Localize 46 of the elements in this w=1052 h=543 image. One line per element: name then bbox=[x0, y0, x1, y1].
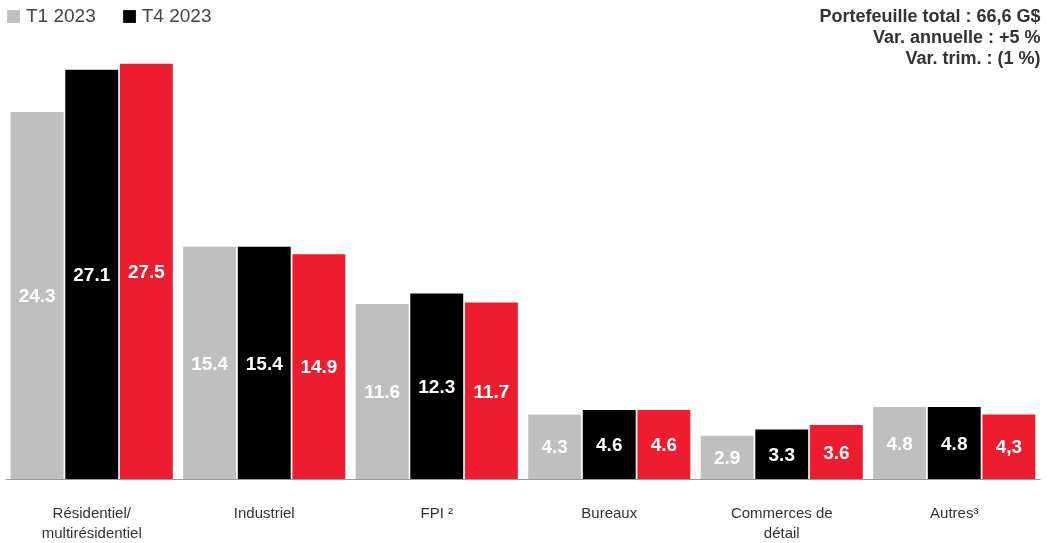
bar bbox=[355, 304, 409, 480]
data-label: 4.3 bbox=[541, 436, 568, 458]
bar bbox=[755, 429, 809, 480]
legend-label: T4 2023 bbox=[141, 5, 212, 27]
data-label: 4.6 bbox=[650, 434, 678, 456]
data-label: 2.9 bbox=[713, 447, 741, 469]
x-tick-label: Résidentiel/ multirésidentiel bbox=[41, 503, 142, 541]
data-label: 27.5 bbox=[127, 261, 166, 283]
x-tick-label: FPI ² bbox=[420, 503, 453, 521]
data-label: 3.6 bbox=[823, 441, 850, 463]
bar bbox=[119, 63, 173, 480]
bar bbox=[982, 414, 1036, 480]
bar bbox=[927, 406, 981, 480]
data-label: 11.7 bbox=[473, 380, 510, 402]
bar bbox=[292, 254, 346, 480]
text: Var. annuelle : +5 % bbox=[872, 26, 1041, 47]
data-label: 24.3 bbox=[18, 285, 56, 307]
data-label: 15.4 bbox=[245, 352, 284, 374]
x-tick-label: Industriel bbox=[233, 503, 295, 521]
legend-label: T1 2023 bbox=[26, 5, 96, 27]
data-label: 4,3 bbox=[995, 436, 1023, 458]
data-label: 12.3 bbox=[418, 376, 456, 398]
x-tick-label: Commerces de détail bbox=[730, 503, 833, 541]
bar bbox=[582, 409, 636, 480]
text: Portefeuille total : 66,6 G$ bbox=[819, 5, 1041, 26]
bar bbox=[237, 246, 291, 480]
annotation: Var. trim. : (1 %) bbox=[905, 48, 1041, 69]
data-label: 11.6 bbox=[364, 381, 401, 403]
bar bbox=[873, 406, 927, 480]
bar bbox=[65, 69, 119, 480]
bar bbox=[528, 414, 582, 480]
data-label: 14.9 bbox=[300, 356, 338, 378]
bar bbox=[809, 425, 863, 480]
data-label: 4.8 bbox=[941, 432, 968, 454]
bar bbox=[410, 293, 464, 480]
bar bbox=[183, 246, 237, 480]
data-label: 27.1 bbox=[73, 264, 111, 286]
x-tick-label: Autres³ bbox=[930, 503, 979, 521]
data-label: 3.3 bbox=[768, 444, 795, 466]
bar bbox=[464, 302, 518, 480]
bar bbox=[637, 409, 691, 480]
data-label: 4.6 bbox=[596, 434, 623, 456]
bar bbox=[10, 112, 64, 480]
data-label: 4.8 bbox=[886, 432, 913, 454]
data-label: 15.4 bbox=[191, 352, 229, 374]
x-tick-label: Bureaux bbox=[581, 503, 638, 521]
